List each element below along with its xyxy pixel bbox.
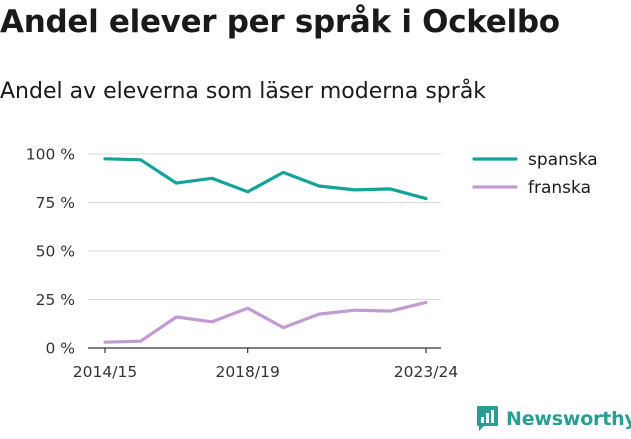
x-axis: 2014/15 2018/19 2023/24	[73, 347, 458, 381]
chart-title: Andel elever per språk i Ockelbo	[0, 4, 560, 40]
x-tick-label: 2023/24	[394, 363, 458, 381]
series-lines	[103, 157, 428, 344]
series-line-spanska	[103, 157, 428, 201]
gridlines: 0 % 25 % 50 % 75 % 100 %	[26, 146, 441, 358]
legend: spanska franska	[472, 150, 598, 198]
legend-label: franska	[528, 178, 591, 198]
brand-name: Newsworthy	[506, 407, 631, 430]
newsworthy-logo-icon	[477, 406, 498, 431]
x-tick-label: 2018/19	[215, 363, 279, 381]
x-tick-label: 2014/15	[73, 363, 137, 381]
chart-subtitle: Andel av eleverna som läser moderna språ…	[0, 79, 487, 104]
newsworthy-brand: Newsworthy	[476, 405, 631, 432]
y-tick-label: 0 %	[45, 340, 75, 358]
y-tick-label: 75 %	[36, 194, 75, 212]
y-tick-label: 100 %	[26, 146, 75, 164]
series-line-franska	[103, 300, 428, 344]
y-tick-label: 25 %	[36, 291, 75, 309]
legend-label: spanska	[528, 150, 598, 170]
y-tick-label: 50 %	[36, 243, 75, 261]
